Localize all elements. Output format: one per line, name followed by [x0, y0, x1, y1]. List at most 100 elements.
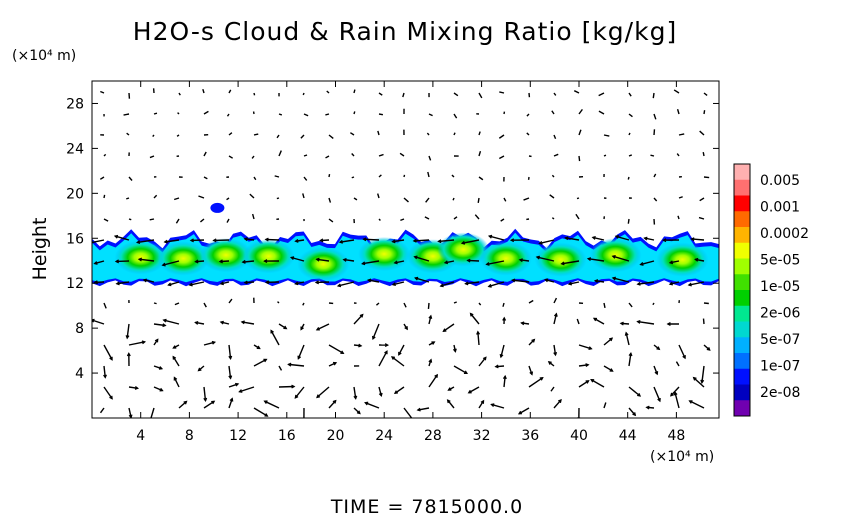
x-tick-label: 8: [185, 428, 194, 444]
wind-vectors: [92, 88, 711, 423]
wind-vector: [403, 407, 413, 418]
wind-vector: [363, 238, 380, 241]
wind-vector: [578, 344, 592, 350]
wind-vector: [168, 281, 180, 286]
wind-vector-head: [109, 356, 113, 361]
wind-vector: [220, 281, 230, 285]
wind-vector-head: [391, 239, 396, 244]
wind-vector: [143, 279, 155, 283]
wind-vector: [103, 153, 107, 157]
wind-vector: [578, 108, 583, 115]
wind-vector: [126, 197, 130, 200]
wind-vector: [400, 218, 405, 222]
wind-vector: [528, 299, 534, 304]
wind-vector-head: [362, 237, 367, 242]
wind-vector-head: [482, 356, 487, 361]
wind-vector: [502, 302, 505, 307]
wind-vector: [403, 174, 406, 178]
wind-vector-head: [585, 363, 590, 368]
wind-vector: [503, 376, 506, 388]
wind-vector: [377, 130, 380, 136]
wind-vector: [478, 92, 483, 99]
wind-vector-head: [434, 373, 438, 378]
colorbar-label: 0.005: [760, 173, 800, 189]
wind-vector: [100, 90, 105, 94]
wind-vector: [478, 176, 484, 181]
wind-vector: [326, 90, 330, 94]
wind-vector: [392, 239, 405, 243]
wind-vector: [220, 321, 230, 325]
wind-vector: [578, 364, 589, 367]
wind-vector: [478, 302, 482, 306]
wind-vector-head: [412, 238, 417, 243]
wind-vector: [203, 341, 215, 346]
wind-vector-head: [687, 282, 692, 287]
wind-vector: [553, 92, 557, 96]
wind-vector: [603, 302, 606, 309]
wind-vector-head: [154, 338, 159, 343]
wind-vector-head: [294, 394, 299, 399]
wind-vector: [512, 279, 530, 283]
wind-vector: [253, 133, 259, 136]
wind-vector-head: [219, 320, 224, 325]
wind-vector: [328, 197, 332, 203]
wind-vector-head: [404, 326, 408, 331]
wind-vector: [328, 400, 337, 409]
wind-vector: [444, 260, 455, 264]
wind-vector-head: [283, 325, 288, 330]
wind-vector: [128, 407, 132, 418]
wind-vector-head: [464, 281, 469, 286]
wind-vector: [162, 260, 180, 266]
wind-vector: [637, 281, 655, 285]
wind-vector-head: [591, 236, 596, 240]
wind-vector-head: [428, 358, 433, 363]
wind-vector: [103, 194, 106, 199]
wind-vector-head: [466, 258, 471, 263]
wind-vector: [640, 260, 655, 266]
wind-vector: [703, 92, 708, 96]
wind-vector-head: [452, 348, 457, 353]
wind-vector-head: [539, 376, 544, 381]
wind-vector: [603, 134, 610, 137]
colorbar-swatch: [734, 211, 750, 228]
wind-vector: [302, 302, 305, 306]
colorbar-label: 0.0002: [760, 226, 809, 242]
wind-vector-head: [494, 364, 499, 369]
wind-vector: [226, 197, 230, 201]
wind-vector: [469, 313, 480, 325]
wind-vector: [219, 260, 230, 263]
wind-vector-head: [645, 405, 650, 410]
wind-vector: [553, 313, 558, 325]
wind-vector: [195, 321, 205, 325]
y-tick-label: 4: [75, 366, 84, 382]
wind-vector: [578, 380, 589, 388]
wind-vector: [226, 218, 230, 223]
wind-vector-head: [194, 320, 199, 325]
wind-vector-head: [662, 238, 667, 243]
wind-vector: [465, 281, 480, 285]
wind-vector-head: [302, 420, 305, 423]
wind-vector: [392, 281, 405, 286]
wind-vector-head: [531, 338, 536, 343]
cloud-blob: [242, 239, 295, 274]
wind-vector: [453, 113, 458, 119]
wind-vector-head: [291, 384, 296, 389]
wind-vector-head: [480, 399, 485, 404]
wind-vector: [652, 302, 655, 306]
wind-vector: [620, 322, 630, 325]
wind-vector-head: [294, 281, 299, 286]
wind-vector: [451, 174, 455, 178]
colorbar-label: 2e-08: [760, 385, 800, 401]
wind-vector: [178, 92, 181, 96]
wind-vector-head: [428, 314, 433, 319]
wind-vector: [378, 350, 388, 367]
y-tick-label: 12: [66, 276, 84, 292]
wind-vector: [353, 89, 356, 94]
wind-vector: [351, 176, 355, 179]
wind-vector: [103, 344, 113, 361]
wind-vector: [265, 238, 280, 241]
wind-vector-head: [511, 278, 516, 283]
wind-vector: [398, 344, 405, 356]
wind-vector-head: [487, 283, 492, 288]
wind-vector: [500, 218, 505, 222]
